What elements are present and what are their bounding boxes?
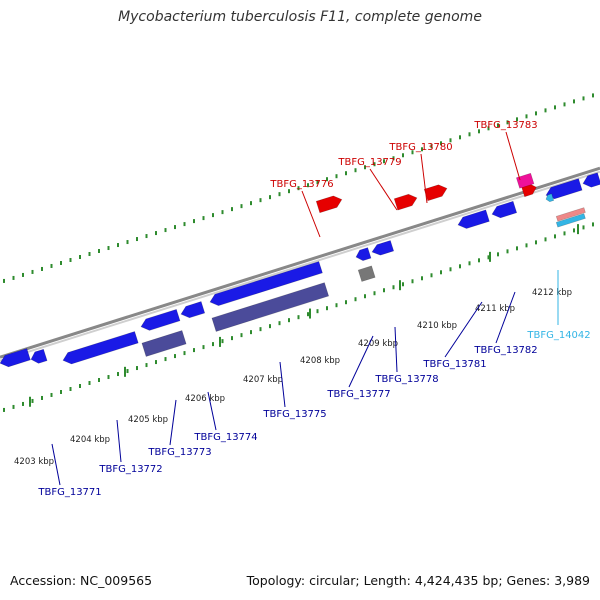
reverse-gene — [180, 301, 206, 319]
reverse-gene — [457, 209, 490, 229]
reverse-gene-label: TBFG_13774 — [193, 432, 257, 443]
scale-label: 4209 kbp — [358, 339, 398, 349]
forward-gene-leader — [301, 190, 321, 238]
forward-gene — [315, 195, 343, 214]
reverse-gene-leader — [51, 443, 61, 486]
reverse-gene-leader — [495, 291, 516, 344]
rna-gene — [555, 213, 586, 228]
pseudo-gene — [211, 282, 330, 332]
reverse-gene-leader — [394, 326, 398, 373]
reverse-gene — [209, 261, 323, 306]
reverse-gene-label: TBFG_13777 — [326, 389, 390, 400]
forward-gene — [423, 184, 448, 202]
scale-label: 4211 kbp — [475, 304, 515, 314]
accession-label: Accession: NC_009565 — [10, 573, 153, 588]
forward-gene-label: TBFG_13779 — [337, 157, 401, 168]
reverse-gene-leader — [348, 335, 374, 388]
scale-label: 4203 kbp — [14, 457, 54, 467]
reverse-gene-leader — [207, 391, 217, 431]
reverse-gene — [0, 348, 31, 368]
reverse-gene-label: TBFG_13778 — [374, 374, 438, 385]
pseudo-gene — [141, 330, 187, 357]
scale-label: 4212 kbp — [532, 288, 572, 298]
forward-gene — [393, 193, 418, 211]
reverse-gene-label: TBFG_13772 — [98, 464, 162, 475]
reverse-gene — [491, 200, 518, 219]
reverse-gene-leader — [444, 301, 483, 358]
forward-gene-label: TBFG_13780 — [388, 142, 452, 153]
magenta-gene — [515, 172, 535, 189]
scale-label: 4210 kbp — [417, 321, 457, 331]
rna-gene-label: TBFG_14042 — [526, 330, 590, 341]
reverse-gene-leader — [116, 419, 122, 463]
reverse-gene-label: TBFG_13782 — [473, 345, 537, 356]
rna-gene — [555, 207, 586, 222]
forward-gene-leader — [420, 153, 428, 204]
reverse-gene-label: TBFG_13773 — [147, 447, 211, 458]
reverse-gene — [371, 240, 395, 256]
reverse-gene — [140, 308, 181, 331]
genome-summary: Topology: circular; Length: 4,424,435 bp… — [246, 573, 590, 588]
rna-gene — [545, 193, 555, 203]
reverse-gene-label: TBFG_13781 — [422, 359, 486, 370]
reverse-gene-leader — [279, 361, 286, 408]
reverse-gene — [545, 178, 583, 200]
forward-gene-leader — [369, 168, 398, 211]
forward-gene-label: TBFG_13783 — [473, 120, 537, 131]
scale-label: 4206 kbp — [185, 394, 225, 404]
reverse-gene-label: TBFG_13771 — [37, 487, 101, 498]
scale-label: 4208 kbp — [300, 356, 340, 366]
reverse-gene — [355, 247, 372, 261]
forward-gene-leader — [505, 131, 521, 181]
scale-label: 4205 kbp — [128, 415, 168, 425]
reverse-gene-label: TBFG_13775 — [262, 409, 326, 420]
reverse-gene-leader — [169, 399, 177, 446]
reverse-gene — [30, 348, 48, 364]
backbone-line-light — [0, 170, 600, 362]
reverse-gene — [582, 172, 600, 188]
forward-gene-label: TBFG_13776 — [269, 179, 333, 190]
backbone-line — [0, 166, 600, 359]
scale-label: 4204 kbp — [70, 435, 110, 445]
grey-gene — [357, 265, 376, 282]
map-title: Mycobacterium tuberculosis F11, complete… — [118, 9, 482, 25]
reverse-gene — [62, 331, 139, 365]
scale-label: 4207 kbp — [243, 375, 283, 385]
